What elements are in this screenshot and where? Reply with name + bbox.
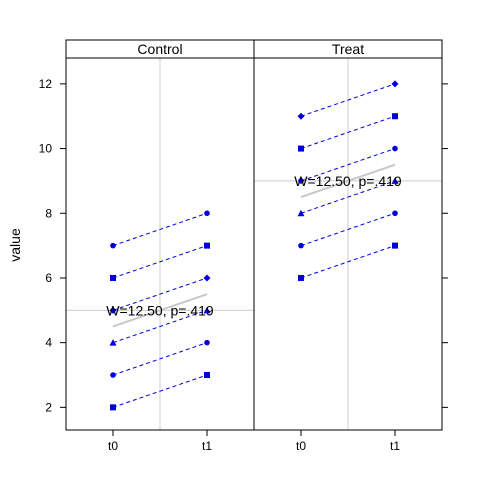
strip-label: Control bbox=[137, 41, 182, 57]
x-tick-label: t0 bbox=[108, 439, 118, 453]
data-point bbox=[204, 210, 210, 217]
data-point bbox=[297, 112, 305, 120]
panel-control: W=12.50, p=.419 Control t0 t1 bbox=[65, 39, 255, 453]
data-point bbox=[110, 274, 116, 281]
y-tick-label: 8 bbox=[45, 206, 52, 220]
series-line bbox=[300, 115, 396, 150]
y-tick-label: 10 bbox=[39, 142, 53, 156]
series-line bbox=[112, 277, 208, 311]
panel-frame bbox=[253, 57, 443, 431]
strip-label: Treat bbox=[332, 41, 364, 57]
y-tick-label: 12 bbox=[39, 77, 53, 91]
data-point bbox=[110, 404, 116, 411]
series-line bbox=[300, 83, 396, 117]
series-line bbox=[112, 245, 208, 279]
data-point bbox=[298, 145, 304, 152]
data-point bbox=[109, 306, 117, 314]
data-point bbox=[110, 242, 116, 249]
data-point bbox=[203, 274, 211, 282]
y-tick-label: 4 bbox=[45, 336, 52, 350]
data-point bbox=[392, 113, 398, 120]
data-point bbox=[391, 177, 399, 184]
y-tick-label: 6 bbox=[45, 271, 52, 285]
data-point bbox=[110, 372, 116, 378]
series-line bbox=[112, 212, 208, 247]
mean-line bbox=[300, 163, 396, 199]
data-point bbox=[391, 80, 399, 88]
series-line bbox=[112, 374, 208, 408]
series-line bbox=[300, 212, 396, 247]
series-line bbox=[112, 309, 208, 344]
y-axis-label: value bbox=[7, 228, 23, 262]
data-point bbox=[298, 242, 304, 249]
panel-annotation: W=12.50, p=.419 bbox=[294, 173, 402, 189]
data-point bbox=[392, 210, 398, 217]
mean-line bbox=[112, 293, 208, 328]
data-point bbox=[204, 372, 210, 379]
data-point bbox=[203, 306, 211, 314]
series-line bbox=[300, 180, 396, 214]
data-point bbox=[109, 339, 117, 346]
data-point bbox=[204, 242, 210, 249]
panel-treat: W=12.50, p=.419 Treat t0 t1 bbox=[253, 39, 443, 453]
data-point bbox=[392, 145, 398, 152]
data-point bbox=[297, 209, 305, 217]
x-tick-label: t1 bbox=[390, 439, 400, 453]
series-line bbox=[300, 245, 396, 279]
y-tick-label: 2 bbox=[45, 400, 52, 414]
panel-annotation: W=12.50, p=.419 bbox=[106, 302, 214, 318]
x-tick-label: t1 bbox=[202, 439, 212, 453]
data-point bbox=[298, 274, 304, 281]
series-line bbox=[112, 342, 208, 376]
data-point bbox=[392, 242, 398, 249]
series-line bbox=[300, 148, 396, 182]
data-point bbox=[298, 178, 304, 184]
data-point bbox=[204, 339, 210, 346]
x-tick-label: t0 bbox=[296, 439, 306, 453]
